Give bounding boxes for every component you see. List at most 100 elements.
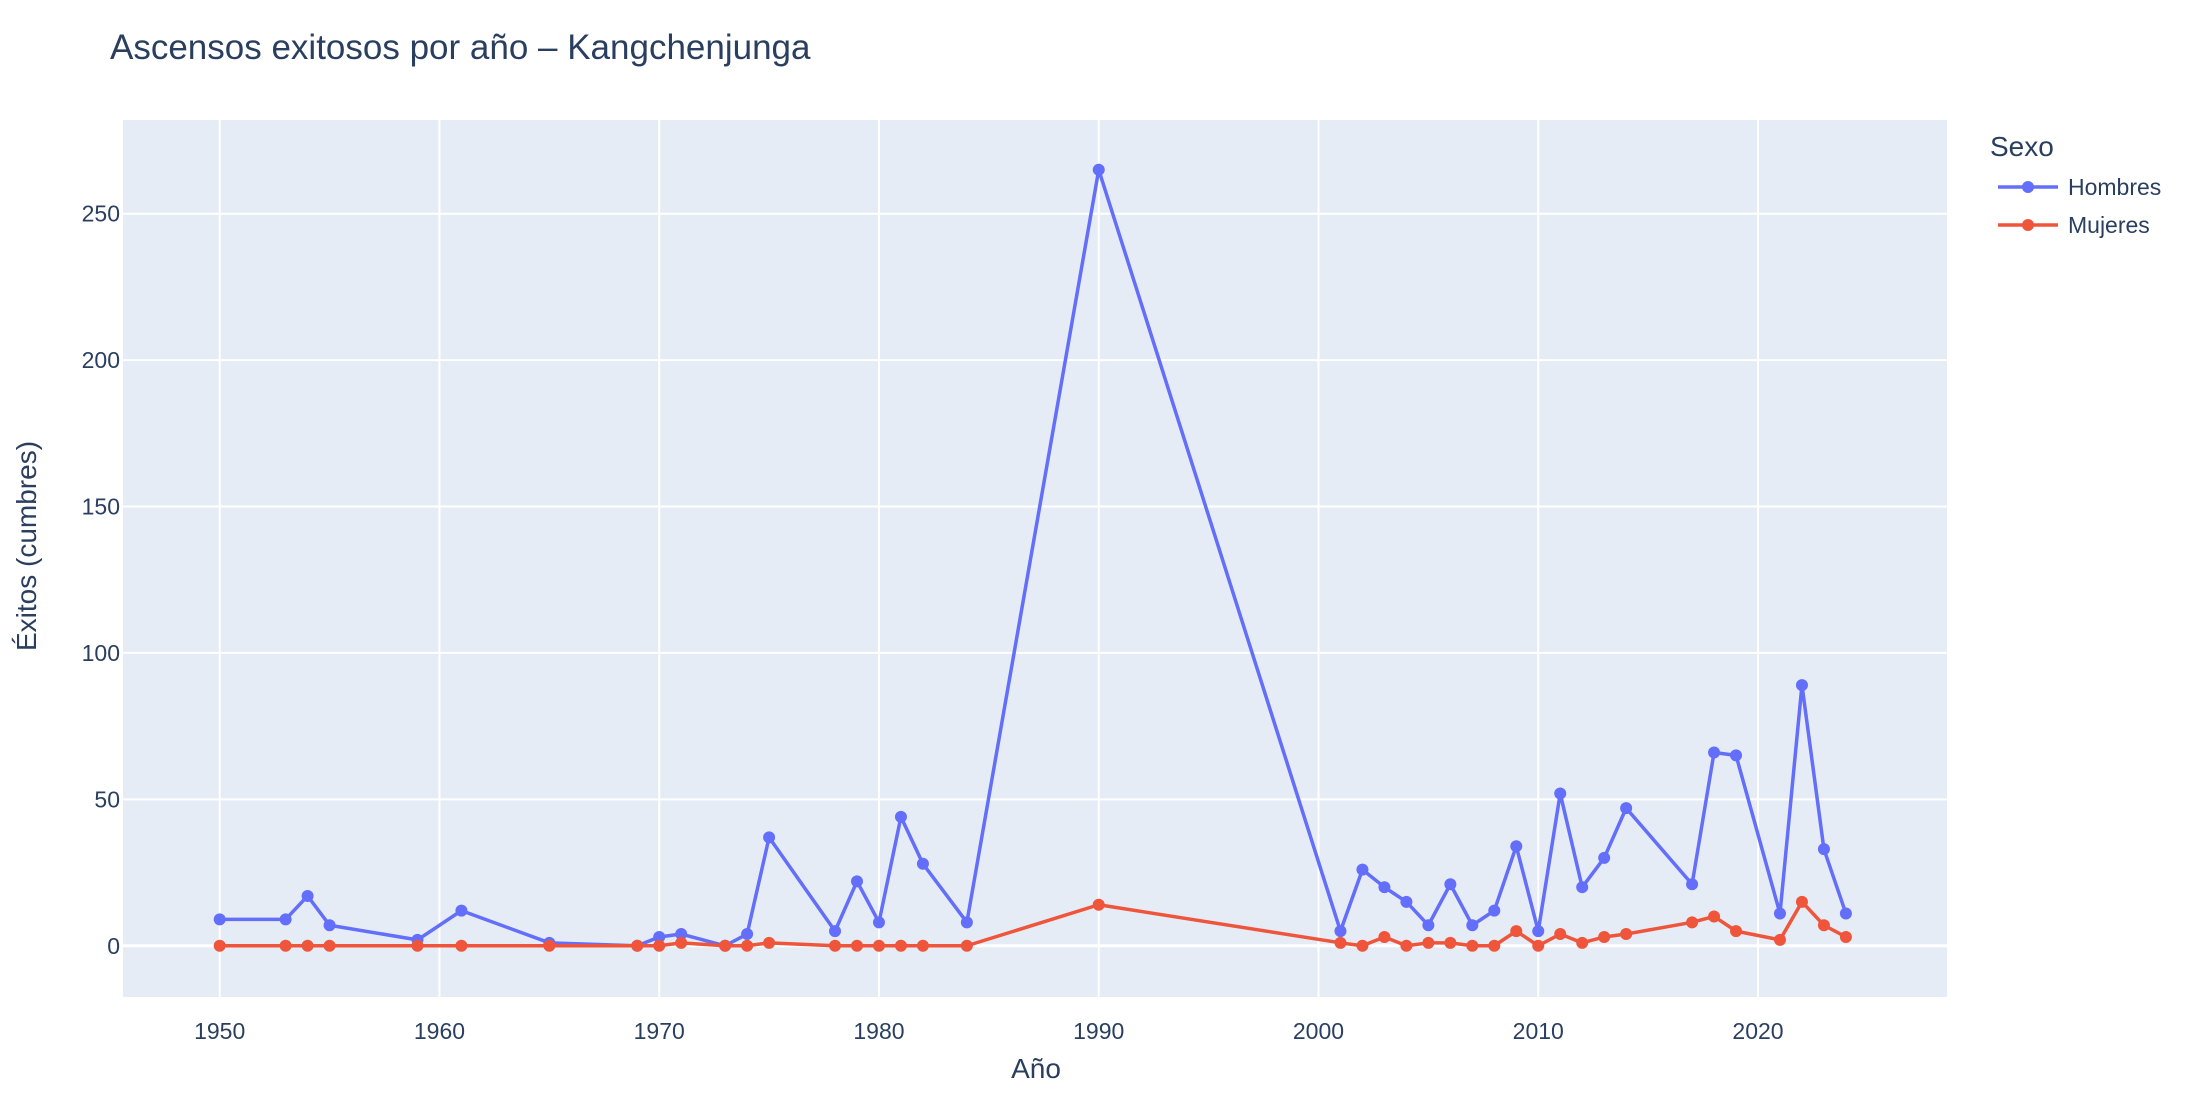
data-point[interactable] — [455, 904, 468, 917]
data-point[interactable] — [1378, 930, 1391, 943]
data-point[interactable] — [1422, 936, 1435, 949]
data-point[interactable] — [1839, 907, 1852, 920]
data-point[interactable] — [1708, 910, 1721, 923]
data-point[interactable] — [1730, 925, 1743, 938]
legend-marker — [2022, 181, 2034, 193]
data-point[interactable] — [675, 936, 688, 949]
data-point[interactable] — [1730, 749, 1743, 762]
x-tick-label: 1970 — [634, 1018, 685, 1044]
data-point[interactable] — [872, 916, 885, 929]
data-point[interactable] — [1488, 939, 1501, 952]
x-tick-label: 2020 — [1732, 1018, 1783, 1044]
data-point[interactable] — [1620, 802, 1633, 815]
data-point[interactable] — [1598, 851, 1611, 864]
legend-label: Hombres — [2068, 174, 2161, 200]
legend-item-mujeres[interactable]: Mujeres — [1998, 212, 2150, 238]
data-point[interactable] — [1510, 840, 1523, 853]
data-point[interactable] — [1334, 936, 1347, 949]
data-point[interactable] — [1817, 919, 1830, 932]
series-mujeres[interactable] — [213, 895, 1852, 952]
data-point[interactable] — [1400, 939, 1413, 952]
data-point[interactable] — [411, 939, 424, 952]
y-tick-label: 150 — [82, 494, 120, 520]
data-point[interactable] — [1356, 939, 1369, 952]
data-point[interactable] — [894, 939, 907, 952]
data-point[interactable] — [279, 913, 292, 926]
data-point[interactable] — [872, 939, 885, 952]
data-point[interactable] — [675, 928, 688, 941]
data-point[interactable] — [1092, 898, 1105, 911]
data-point[interactable] — [1620, 928, 1633, 941]
data-point[interactable] — [1817, 843, 1830, 856]
data-point[interactable] — [1554, 928, 1567, 941]
legend-item-hombres[interactable]: Hombres — [1998, 174, 2161, 200]
data-point[interactable] — [1532, 925, 1545, 938]
legend-label: Mujeres — [2068, 212, 2150, 238]
y-tick-label: 0 — [107, 933, 120, 959]
data-point[interactable] — [1554, 787, 1567, 800]
data-point[interactable] — [455, 939, 468, 952]
series-layer — [213, 163, 1852, 952]
data-point[interactable] — [1773, 907, 1786, 920]
data-point[interactable] — [1092, 163, 1105, 176]
data-point[interactable] — [301, 889, 314, 902]
data-point[interactable] — [1378, 881, 1391, 894]
data-point[interactable] — [1686, 916, 1699, 929]
data-point[interactable] — [1422, 919, 1435, 932]
data-point[interactable] — [653, 939, 666, 952]
data-point[interactable] — [213, 939, 226, 952]
data-point[interactable] — [1598, 930, 1611, 943]
data-point[interactable] — [653, 930, 666, 943]
x-tick-label: 2000 — [1293, 1018, 1344, 1044]
data-point[interactable] — [1400, 895, 1413, 908]
data-point[interactable] — [301, 939, 314, 952]
legend-items[interactable]: Hombres Mujeres — [1998, 174, 2161, 238]
data-point[interactable] — [850, 875, 863, 888]
series-hombres[interactable] — [213, 163, 1852, 952]
data-point[interactable] — [1334, 925, 1347, 938]
data-point[interactable] — [719, 939, 732, 952]
legend-title: Sexo — [1990, 131, 2054, 162]
tick-labels: 1950 1960 1970 1980 1990 2000 2010 2020 0 50 100 15… — [82, 201, 1784, 1044]
data-point[interactable] — [1356, 863, 1369, 876]
data-point[interactable] — [1444, 878, 1457, 891]
data-point[interactable] — [829, 939, 842, 952]
data-point[interactable] — [960, 916, 973, 929]
data-point[interactable] — [741, 939, 754, 952]
data-point[interactable] — [543, 939, 556, 952]
data-point[interactable] — [1444, 936, 1457, 949]
data-point[interactable] — [1466, 939, 1479, 952]
data-point[interactable] — [279, 939, 292, 952]
data-point[interactable] — [763, 831, 776, 844]
data-point[interactable] — [631, 939, 644, 952]
data-point[interactable] — [1466, 919, 1479, 932]
x-tick-label: 2010 — [1513, 1018, 1564, 1044]
data-point[interactable] — [829, 925, 842, 938]
y-tick-label: 250 — [82, 201, 120, 227]
data-point[interactable] — [1488, 904, 1501, 917]
y-tick-label: 100 — [82, 640, 120, 666]
legend[interactable]: Sexo Hombres Mujeres — [1990, 131, 2161, 238]
data-point[interactable] — [1532, 939, 1545, 952]
data-point[interactable] — [916, 857, 929, 870]
data-point[interactable] — [894, 810, 907, 823]
data-point[interactable] — [323, 919, 336, 932]
data-point[interactable] — [960, 939, 973, 952]
data-point[interactable] — [1795, 679, 1808, 692]
data-point[interactable] — [1576, 936, 1589, 949]
data-point[interactable] — [1510, 925, 1523, 938]
data-point[interactable] — [1773, 933, 1786, 946]
data-point[interactable] — [916, 939, 929, 952]
data-point[interactable] — [763, 936, 776, 949]
data-point[interactable] — [850, 939, 863, 952]
data-point[interactable] — [1686, 878, 1699, 891]
data-point[interactable] — [323, 939, 336, 952]
legend-marker — [2022, 219, 2034, 231]
data-point[interactable] — [213, 913, 226, 926]
data-point[interactable] — [1708, 746, 1721, 759]
data-point[interactable] — [741, 928, 754, 941]
data-point[interactable] — [1795, 895, 1808, 908]
data-point[interactable] — [1576, 881, 1589, 894]
data-point[interactable] — [1839, 930, 1852, 943]
